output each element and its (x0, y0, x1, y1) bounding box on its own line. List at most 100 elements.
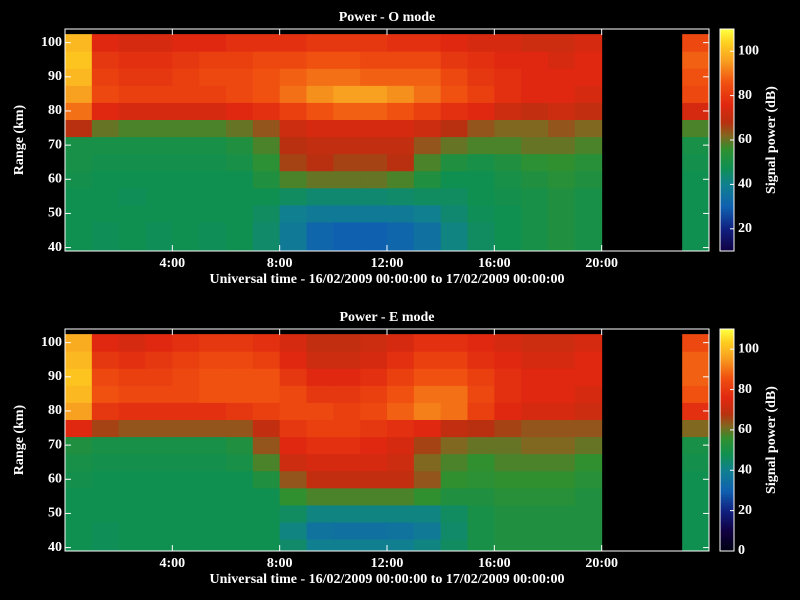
cell (146, 334, 173, 352)
cell (575, 51, 602, 69)
cell (548, 539, 575, 557)
cell (199, 171, 226, 189)
cell (333, 171, 360, 189)
cell (548, 471, 575, 489)
cell (226, 102, 253, 120)
cell (333, 454, 360, 472)
cell (92, 171, 119, 189)
cell (92, 51, 119, 69)
cell (253, 437, 280, 455)
cell (92, 85, 119, 103)
cell (387, 239, 414, 257)
cell (575, 205, 602, 223)
cell (548, 505, 575, 523)
cell (360, 488, 387, 506)
cell (387, 68, 414, 86)
x-tick-label: 16:00 (478, 556, 511, 571)
cell (65, 154, 92, 172)
cell (682, 420, 709, 438)
cell (172, 539, 199, 557)
cell (468, 85, 495, 103)
cell (280, 420, 307, 438)
cell (682, 385, 709, 403)
cell (548, 34, 575, 52)
cell (387, 522, 414, 540)
cell (146, 205, 173, 223)
cell (333, 239, 360, 257)
cell (280, 402, 307, 420)
cell (280, 171, 307, 189)
cell (226, 420, 253, 438)
colorbar-tick-label: 40 (738, 462, 752, 477)
cell (548, 334, 575, 352)
cell (199, 68, 226, 86)
y-tick-label: 50 (48, 506, 62, 521)
y-axis-label: Range (km) (12, 404, 27, 475)
cell (494, 522, 521, 540)
cell (172, 102, 199, 120)
cell (441, 471, 468, 489)
cell (521, 102, 548, 120)
cell (253, 402, 280, 420)
cell (253, 239, 280, 257)
cell (119, 334, 146, 352)
cell (494, 402, 521, 420)
cell (253, 454, 280, 472)
cell (172, 222, 199, 240)
cell (575, 334, 602, 352)
cell (387, 205, 414, 223)
cell (119, 505, 146, 523)
cell (199, 402, 226, 420)
cell (146, 385, 173, 403)
colorbar-label: Signal power (dB) (764, 386, 779, 494)
cell (387, 34, 414, 52)
cell (414, 471, 441, 489)
cell (441, 51, 468, 69)
cell (575, 68, 602, 86)
cell (682, 120, 709, 138)
cell (521, 351, 548, 369)
cell (253, 51, 280, 69)
cell (360, 505, 387, 523)
cell (92, 334, 119, 352)
cell (521, 368, 548, 386)
cell (575, 34, 602, 52)
cell (333, 222, 360, 240)
cell (333, 539, 360, 557)
cell (575, 102, 602, 120)
cell (65, 454, 92, 472)
x-tick-label: 4:00 (159, 256, 185, 271)
cell (172, 85, 199, 103)
cell (441, 137, 468, 155)
cell (414, 102, 441, 120)
cell (146, 368, 173, 386)
cell (414, 34, 441, 52)
cell (548, 368, 575, 386)
cell (119, 171, 146, 189)
x-tick-label: 12:00 (371, 256, 404, 271)
cell (307, 420, 334, 438)
cell (441, 188, 468, 206)
cell (387, 420, 414, 438)
cell (494, 437, 521, 455)
cell (468, 68, 495, 86)
cell (280, 539, 307, 557)
cell (92, 488, 119, 506)
y-tick-label: 100 (41, 335, 62, 350)
cell (119, 351, 146, 369)
cell (387, 454, 414, 472)
cell (575, 437, 602, 455)
cell (199, 437, 226, 455)
cell (360, 154, 387, 172)
cell (226, 385, 253, 403)
cell (387, 334, 414, 352)
cell (468, 539, 495, 557)
cell (172, 171, 199, 189)
cell (119, 51, 146, 69)
cell (92, 402, 119, 420)
cell (575, 539, 602, 557)
cell (280, 68, 307, 86)
cell (307, 51, 334, 69)
cell (548, 51, 575, 69)
cell (280, 351, 307, 369)
